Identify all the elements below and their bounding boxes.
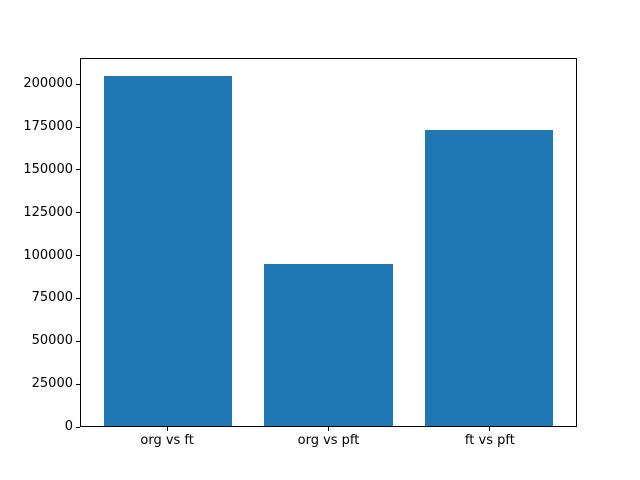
y-tick-label: 0	[64, 419, 73, 434]
y-tick-label: 75000	[31, 290, 73, 306]
y-tick-mark	[76, 297, 80, 299]
y-tick-mark	[76, 340, 80, 342]
bar-org-vs-pft	[264, 264, 393, 426]
y-tick-label: 25000	[31, 376, 73, 392]
y-tick-mark	[76, 383, 80, 385]
x-tick-mark	[328, 427, 329, 431]
y-tick-label: 125000	[23, 204, 73, 220]
axes	[80, 58, 577, 427]
y-tick-label: 175000	[23, 119, 73, 134]
y-tick-mark	[76, 255, 80, 257]
y-tick-label: 150000	[23, 161, 73, 177]
y-tick-mark	[76, 426, 80, 428]
x-tick-mark	[489, 427, 491, 431]
bar-ft-vs-pft	[424, 130, 554, 426]
y-tick-mark	[76, 169, 80, 171]
y-tick-label: 200000	[23, 76, 73, 92]
x-tick-label: ft vs pft	[464, 433, 515, 448]
x-tick-label: org vs pft	[297, 433, 360, 448]
y-tick-mark	[76, 212, 80, 214]
bar-org-vs-ft	[103, 76, 233, 426]
y-tick-mark	[76, 83, 80, 85]
x-tick-label: org vs ft	[140, 433, 194, 448]
y-tick-label: 50000	[31, 333, 73, 349]
x-tick-mark	[166, 427, 168, 431]
y-tick-label: 100000	[23, 247, 73, 263]
y-tick-mark	[76, 126, 80, 128]
